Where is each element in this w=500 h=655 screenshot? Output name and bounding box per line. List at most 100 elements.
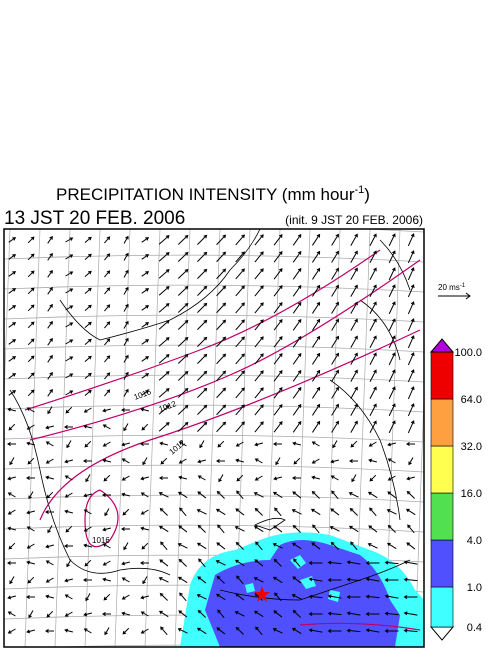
wind-arrow: [104, 338, 111, 346]
wind-arrow: [123, 235, 129, 244]
wind-arrow: [64, 459, 73, 464]
wind-arrow: [141, 390, 150, 396]
colorbar-label: 64.0: [461, 394, 482, 406]
wind-arrow: [104, 236, 111, 244]
colorbar-segment: [430, 398, 454, 447]
wind-arrow: [235, 285, 245, 297]
wind-arrow: [103, 593, 111, 601]
wind-arrow: [384, 560, 399, 565]
wind-arrow: [45, 629, 54, 633]
wind-arrow: [26, 560, 35, 565]
wind-arrow: [179, 507, 187, 517]
wind-arrow: [84, 389, 92, 396]
wind-arrow: [46, 491, 54, 499]
wind-arrow: [141, 305, 150, 311]
wind-arrow: [369, 420, 377, 433]
wind-arrow: [365, 612, 380, 616]
wind-arrow: [104, 372, 111, 380]
wind-arrow: [253, 577, 264, 583]
wind-arrow: [388, 301, 396, 315]
wind-arrow: [84, 287, 92, 294]
wind-arrow: [215, 508, 226, 516]
wind-arrow: [122, 627, 130, 635]
wind-arrow: [47, 371, 53, 380]
wind-arrow: [26, 629, 35, 634]
wind-arrow: [178, 475, 187, 480]
wind-arrow: [254, 268, 264, 280]
wind-arrow: [102, 458, 111, 463]
wind-arrow: [235, 234, 245, 246]
wind-arrow: [197, 251, 208, 262]
wind-arrow: [273, 442, 282, 446]
wind-arrow: [123, 423, 129, 432]
wind-arrow: [273, 387, 283, 399]
grid-line: [4, 284, 424, 293]
wind-arrow: [235, 626, 244, 635]
wind-arrow: [28, 491, 34, 500]
wind-arrow: [179, 592, 187, 602]
wind-arrow: [64, 611, 73, 617]
wind-arrow: [66, 440, 72, 449]
wind-arrow: [274, 592, 282, 602]
wind-arrow: [83, 493, 92, 498]
wind-arrow: [27, 321, 35, 329]
wind-arrow: [346, 628, 361, 633]
wind-arrow: [273, 234, 283, 246]
wind-arrow: [369, 403, 377, 416]
wind-arrow: [387, 442, 396, 447]
wind-arrow: [350, 284, 358, 297]
wind-arrow: [197, 576, 207, 584]
colorbar-label: 100.0: [454, 347, 482, 359]
wind-arrow: [45, 475, 54, 480]
wind-arrow: [64, 628, 73, 633]
wind-arrow: [407, 267, 415, 281]
wind-arrow: [332, 440, 338, 449]
wind-arrow: [387, 475, 396, 481]
wind-arrow: [177, 404, 189, 415]
wind-arrow: [158, 252, 170, 262]
wind-arrow: [177, 234, 189, 245]
wind-arrow: [235, 251, 245, 263]
wind-arrow: [83, 628, 92, 634]
wind-arrow: [312, 369, 321, 382]
wind-arrow: [350, 267, 358, 280]
wind-arrow: [141, 339, 150, 345]
wind-arrow: [64, 578, 73, 583]
wind-arrow: [159, 476, 168, 480]
wind-arrow: [291, 594, 302, 600]
wind-arrow: [369, 233, 377, 246]
wind-arrow: [369, 352, 377, 365]
wind-arrow: [331, 386, 339, 399]
wind-arrow: [177, 336, 189, 347]
wind-arrow: [141, 237, 150, 243]
wind-arrow: [236, 575, 244, 585]
wind-arrow: [159, 507, 168, 516]
wind-arrow: [403, 611, 418, 616]
wind-arrow: [293, 457, 301, 465]
wind-arrow: [140, 561, 149, 565]
wind-arrow: [312, 267, 321, 280]
wind-arrow: [349, 459, 358, 463]
wind-arrow: [197, 302, 208, 313]
title: PRECIPITATION INTENSITY (mm hour-1): [56, 184, 370, 204]
wind-arrow: [197, 319, 208, 330]
wind-arrow: [9, 457, 15, 466]
wind-arrow: [254, 302, 264, 314]
wind-arrow: [331, 369, 339, 382]
wind-arrow: [83, 578, 92, 582]
wind-arrow: [197, 491, 207, 499]
wind-arrow: [26, 441, 35, 446]
wind-arrow: [388, 403, 396, 417]
wind-arrow: [7, 561, 16, 565]
wind-arrow: [104, 304, 111, 312]
wind-arrow: [197, 421, 208, 432]
wind-arrow: [83, 459, 92, 463]
wind-arrow: [365, 577, 380, 582]
colorbar-segment: [430, 445, 454, 494]
wind-arrow: [8, 356, 17, 362]
wind-arrow: [8, 322, 17, 328]
wind-arrow: [388, 233, 396, 247]
wind-arrow: [7, 611, 16, 617]
wind-arrow: [177, 353, 189, 364]
wind-arrow: [291, 509, 302, 515]
